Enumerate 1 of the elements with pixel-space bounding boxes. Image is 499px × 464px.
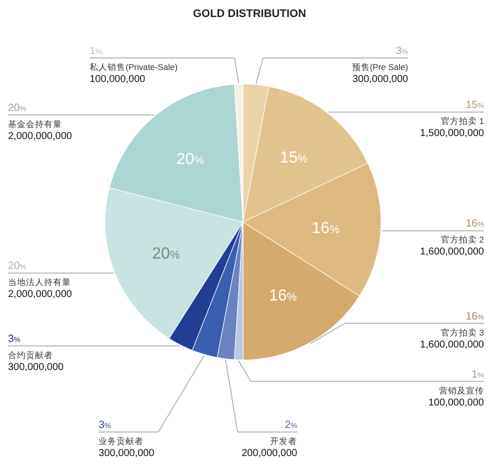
title: GOLD DISTRIBUTION [192, 8, 306, 20]
